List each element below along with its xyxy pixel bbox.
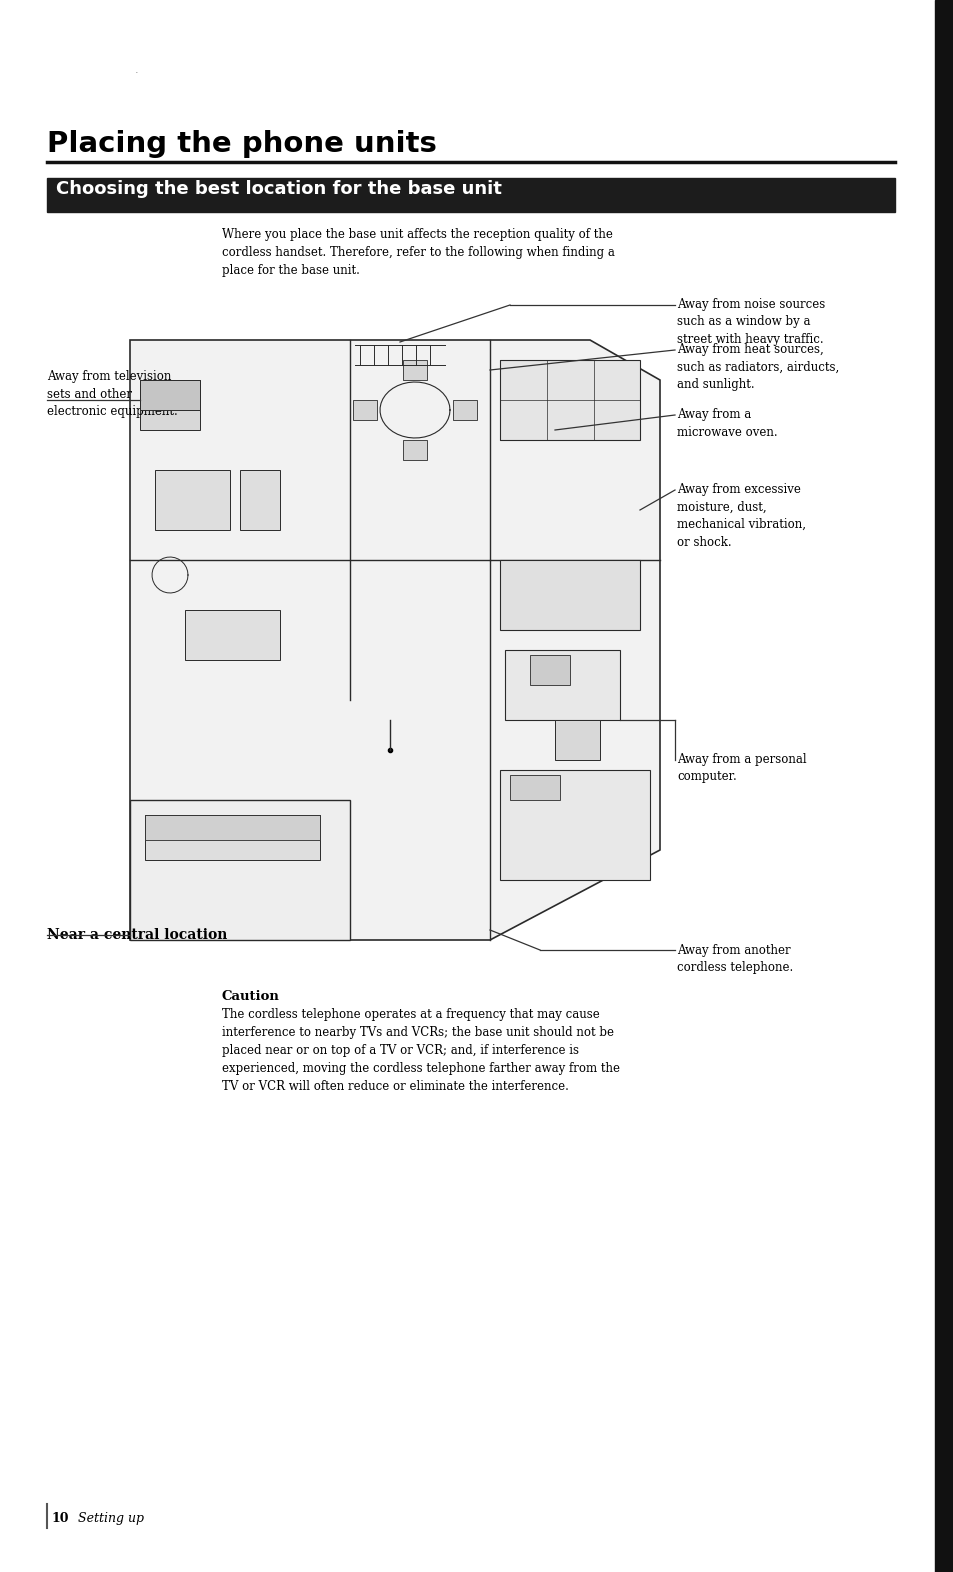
Polygon shape bbox=[402, 360, 427, 380]
Text: Near a central location: Near a central location bbox=[47, 927, 227, 942]
Text: Setting up: Setting up bbox=[78, 1512, 144, 1525]
Polygon shape bbox=[240, 470, 280, 530]
Text: Placing the phone units: Placing the phone units bbox=[47, 130, 436, 159]
Polygon shape bbox=[145, 814, 319, 839]
Text: Choosing the best location for the base unit: Choosing the best location for the base … bbox=[56, 181, 501, 198]
Polygon shape bbox=[499, 360, 639, 440]
Polygon shape bbox=[453, 399, 476, 420]
Polygon shape bbox=[140, 380, 200, 410]
Polygon shape bbox=[510, 775, 559, 800]
Polygon shape bbox=[130, 340, 659, 940]
Polygon shape bbox=[499, 560, 639, 630]
Text: Away from a
microwave oven.: Away from a microwave oven. bbox=[677, 409, 777, 439]
Text: Away from a personal
computer.: Away from a personal computer. bbox=[677, 753, 806, 783]
Text: Where you place the base unit affects the reception quality of the
cordless hand: Where you place the base unit affects th… bbox=[222, 228, 615, 277]
Text: Away from noise sources
such as a window by a
street with heavy traffic.: Away from noise sources such as a window… bbox=[677, 299, 824, 346]
Polygon shape bbox=[185, 610, 280, 660]
Text: Away from television
sets and other
electronic equipment.: Away from television sets and other elec… bbox=[47, 369, 177, 418]
Bar bbox=[47, 178, 894, 212]
Polygon shape bbox=[402, 440, 427, 461]
Polygon shape bbox=[140, 380, 200, 431]
Bar bbox=[934, 0, 953, 1572]
Polygon shape bbox=[130, 800, 350, 940]
Text: 10: 10 bbox=[52, 1512, 70, 1525]
Polygon shape bbox=[555, 720, 599, 759]
Polygon shape bbox=[353, 399, 376, 420]
Text: Away from another
cordless telephone.: Away from another cordless telephone. bbox=[677, 945, 792, 975]
Polygon shape bbox=[499, 770, 649, 880]
Polygon shape bbox=[154, 470, 230, 530]
Text: Away from heat sources,
such as radiators, airducts,
and sunlight.: Away from heat sources, such as radiator… bbox=[677, 343, 839, 391]
Polygon shape bbox=[530, 656, 569, 685]
Text: Caution: Caution bbox=[222, 990, 279, 1003]
Text: .: . bbox=[135, 64, 138, 75]
Text: Away from excessive
moisture, dust,
mechanical vibration,
or shock.: Away from excessive moisture, dust, mech… bbox=[677, 483, 805, 549]
Polygon shape bbox=[145, 814, 319, 860]
Text: The cordless telephone operates at a frequency that may cause
interference to ne: The cordless telephone operates at a fre… bbox=[222, 1008, 619, 1093]
Polygon shape bbox=[504, 649, 619, 720]
